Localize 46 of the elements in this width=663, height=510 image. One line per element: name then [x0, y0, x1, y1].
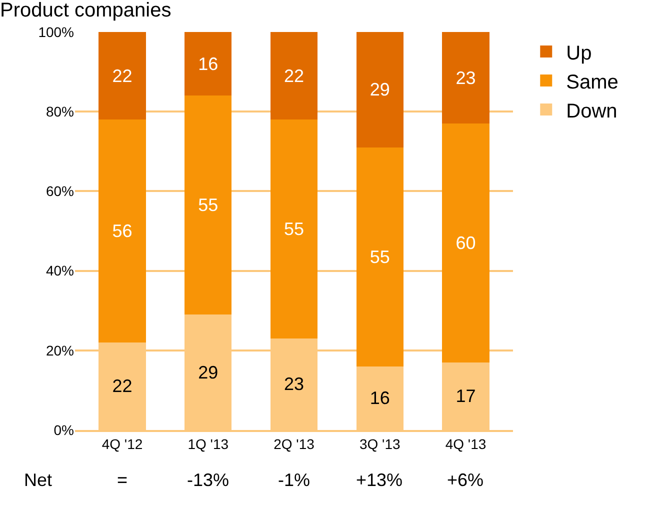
bar — [442, 124, 490, 362]
data-label: 60 — [456, 232, 476, 253]
bar — [270, 120, 318, 338]
bar — [356, 32, 404, 148]
bar — [184, 96, 232, 315]
legend-label: Down — [566, 100, 618, 122]
legend-label: Up — [566, 42, 592, 64]
y-tick-label: 20% — [46, 342, 74, 358]
data-label: 23 — [456, 68, 476, 88]
data-label: 22 — [284, 66, 304, 86]
y-tick-label: 0% — [54, 422, 74, 438]
text: +13% — [356, 470, 403, 490]
x-tick-label: 4Q '12 — [102, 436, 143, 452]
bar — [270, 32, 318, 120]
bar — [184, 32, 232, 96]
bar — [356, 147, 404, 366]
text: -1% — [278, 470, 310, 490]
data-label: 16 — [198, 54, 218, 74]
x-tick-label: 2Q '13 — [274, 436, 315, 452]
data-label: 22 — [112, 376, 132, 396]
bar — [442, 32, 490, 124]
x-tick-label: 1Q '13 — [188, 436, 229, 452]
text: +6% — [447, 470, 484, 490]
y-tick-label: 60% — [46, 183, 74, 200]
text: -13% — [187, 470, 230, 490]
data-label: 22 — [112, 66, 132, 86]
data-label: 29 — [198, 362, 218, 382]
data-label: 55 — [370, 246, 390, 267]
data-label: 55 — [198, 195, 218, 216]
x-tick-label: 3Q '13 — [359, 436, 400, 452]
text: = — [117, 470, 128, 490]
data-label: 56 — [112, 221, 132, 241]
y-tick-label: 80% — [46, 104, 74, 120]
data-label: 29 — [370, 80, 390, 100]
data-label: 55 — [284, 219, 304, 240]
text: Net — [24, 470, 52, 490]
legend-label: Same — [566, 71, 618, 94]
data-label: 23 — [284, 374, 304, 394]
x-tick-label: 4Q '13 — [445, 436, 486, 452]
bar — [98, 32, 146, 120]
bar — [98, 120, 146, 342]
y-tick-label: 100% — [38, 24, 74, 40]
data-label: 17 — [456, 386, 476, 406]
chart-title: Product companies — [0, 0, 172, 22]
data-label: 16 — [370, 388, 390, 408]
y-tick-label: 40% — [46, 262, 74, 279]
